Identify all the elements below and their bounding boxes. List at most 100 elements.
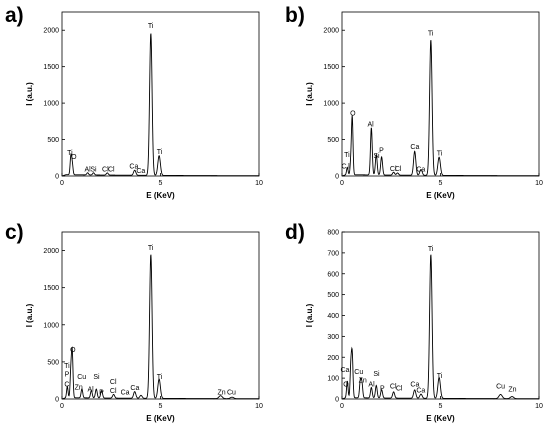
y-tick-label: 1000 — [43, 322, 59, 329]
peak-label: Cl — [110, 388, 117, 395]
peak-label: Ti — [64, 363, 70, 370]
x-tick-label: 0 — [60, 180, 64, 187]
peak-label: Ca — [121, 390, 130, 397]
chart-panel-b: b) 0 500 1000 1500 2000 0 5 10 E (KeV) I (a.u.) Ti C… — [285, 4, 543, 200]
spectrum-line — [61, 33, 259, 177]
peak-label: Ti — [344, 152, 350, 159]
x-tick-label: 5 — [439, 180, 443, 187]
peak-label: Ca — [129, 164, 138, 171]
y-tick-label: 2000 — [323, 28, 339, 35]
peak-label: P — [379, 148, 384, 155]
peak-label: Ti — [157, 374, 163, 381]
peak-label: Al — [84, 167, 91, 174]
y-tick-label: 100 — [327, 376, 339, 383]
peak-label: P — [380, 386, 385, 393]
peak-label: Ti — [157, 149, 163, 156]
x-tick-label: 10 — [535, 403, 543, 410]
peak-label: Zn — [217, 390, 225, 397]
x-tick-label: 5 — [159, 403, 163, 410]
peak-label: Cl — [396, 386, 403, 393]
peak-label: Al — [367, 121, 374, 128]
panel-label: a) — [5, 4, 24, 27]
y-tick-label: 700 — [327, 250, 339, 257]
peak-label: Ti — [148, 23, 154, 30]
peak-label: Si — [90, 167, 97, 174]
peak-label: Cu — [77, 374, 86, 381]
y-tick-label: 500 — [47, 359, 59, 366]
y-tick-label: 600 — [327, 271, 339, 278]
x-tick-label: 5 — [159, 180, 163, 187]
peak-label: Cl — [108, 167, 115, 174]
y-axis-label: I (a.u.) — [305, 303, 314, 327]
peak-label: Ca — [416, 167, 425, 174]
peak-label: Ca — [410, 381, 419, 388]
y-tick-label: 0 — [55, 397, 59, 404]
x-tick-label: 10 — [255, 180, 263, 187]
peak-label: Zn — [508, 387, 516, 394]
peak-label: Cu — [496, 384, 505, 391]
peak-label: Ca — [416, 388, 425, 395]
y-tick-label: 500 — [327, 137, 339, 144]
y-tick-label: 1500 — [323, 64, 339, 71]
peak-label: O — [70, 347, 76, 354]
peak-label: C — [341, 164, 346, 171]
peak-label: Si — [373, 371, 380, 378]
peak-label: Ti — [437, 151, 443, 158]
x-tick-label: 0 — [340, 403, 344, 410]
peak-label: O — [343, 381, 349, 388]
peak-label: Al — [87, 387, 94, 394]
peak-label: Si — [373, 153, 380, 160]
x-axis-label: E (KeV) — [146, 414, 175, 423]
x-tick-label: 0 — [340, 180, 344, 187]
peak-label: Zn — [359, 377, 367, 384]
y-tick-label: 400 — [327, 313, 339, 320]
peak-label: Cl — [390, 384, 397, 391]
peak-label: P — [65, 372, 70, 379]
x-tick-label: 0 — [60, 403, 64, 410]
peak-label: O — [71, 154, 77, 161]
peak-label: Ti — [428, 246, 434, 253]
y-tick-label: 500 — [327, 292, 339, 299]
y-tick-label: 2000 — [43, 248, 59, 255]
y-tick-label: 1500 — [43, 64, 59, 71]
peak-label: Cu — [354, 369, 363, 376]
x-tick-label: 5 — [439, 403, 443, 410]
y-axis-label: I (a.u.) — [25, 82, 34, 106]
panel-label: c) — [5, 221, 24, 244]
y-axis-label: I (a.u.) — [25, 303, 34, 327]
peak-label: Cl — [110, 379, 117, 386]
peak-label: Cl — [390, 166, 397, 173]
y-tick-label: 2000 — [43, 28, 59, 35]
x-axis-label: E (KeV) — [426, 191, 455, 200]
spectrum-line — [341, 254, 539, 400]
spectrum-line — [61, 254, 259, 400]
peak-label: l — [348, 164, 350, 171]
peak-label: Zn — [75, 384, 83, 391]
panel-label: d) — [285, 221, 305, 244]
chart-panel-c: c) 0 500 1000 1500 2000 0 5 10 E (KeV) I (a.u.) O Ti… — [5, 221, 263, 423]
y-tick-label: 1000 — [43, 101, 59, 108]
peak-label: O — [350, 111, 356, 118]
peak-label: Cl — [102, 167, 109, 174]
x-axis-label: E (KeV) — [426, 414, 455, 423]
y-tick-label: 0 — [335, 397, 339, 404]
peak-label: Ca — [410, 144, 419, 151]
y-tick-label: 0 — [55, 174, 59, 181]
peak-label: Ti — [437, 373, 443, 380]
peak-label: C — [64, 381, 69, 388]
spectrum-line — [341, 40, 539, 177]
y-tick-label: 800 — [327, 230, 339, 237]
y-axis-label: I (a.u.) — [305, 82, 314, 106]
peak-label: Ti — [148, 245, 154, 252]
peak-label: Al — [368, 381, 375, 388]
x-tick-label: 10 — [255, 403, 263, 410]
peak-label: Ca — [130, 385, 139, 392]
peak-label: Ti — [428, 30, 434, 37]
y-tick-label: 1000 — [323, 101, 339, 108]
y-tick-label: 200 — [327, 355, 339, 362]
panel-label: b) — [285, 4, 305, 27]
peak-label: Ti — [67, 150, 73, 157]
y-tick-label: 0 — [335, 174, 339, 181]
